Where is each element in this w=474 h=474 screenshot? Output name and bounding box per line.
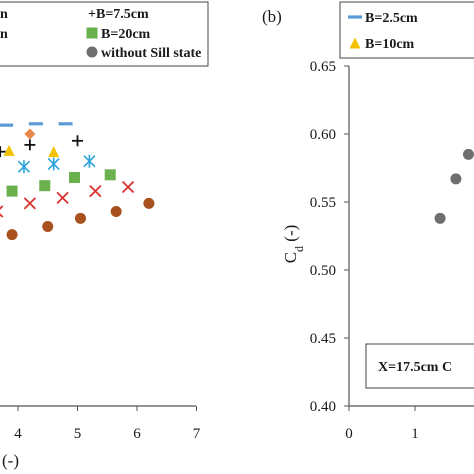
panel-b-x-tick-label: 0 <box>345 426 353 442</box>
panel-a-point <box>3 144 15 156</box>
panel-b-y-tick-label: 0.65 <box>310 59 336 75</box>
panel-a-point <box>58 122 73 126</box>
panel-a-point <box>39 180 51 192</box>
panel-b-legend-label: B=10cm <box>365 37 415 52</box>
panel-a-point <box>6 229 18 241</box>
panel-a-chart: 4 5 6 7 (-) n +B=7.5cm n B=20cm without Sill st… <box>0 1 209 470</box>
panel-a-point <box>89 184 102 198</box>
panel-a-legend-label: without Sill state <box>101 46 201 61</box>
panel-a-legend-marker <box>86 27 98 39</box>
panel-a-point <box>0 205 4 218</box>
panel-b-legend-marker <box>349 37 361 49</box>
panel-b-legend: B=2.5cm B=10cm <box>339 1 474 59</box>
panel-b-y-tick-label: 0.40 <box>310 399 336 415</box>
panel-a-point <box>48 146 60 158</box>
panel-b-point <box>462 148 474 160</box>
panel-a-legend-box <box>0 1 209 67</box>
panel-b-legend-items: B=2.5cm B=10cm <box>348 11 418 52</box>
panel-a-legend-label: B=20cm <box>101 27 151 42</box>
panel-b-legend-label: B=2.5cm <box>365 11 418 26</box>
panel-b-point <box>450 173 462 185</box>
panel-a-point <box>121 180 135 194</box>
panel-a-x-ticks: 4 5 6 7 <box>14 406 201 442</box>
panel-a-point <box>56 191 69 205</box>
panel-a-legend-marker <box>86 46 98 58</box>
panel-a-point <box>143 197 155 209</box>
panel-a-x-tick-label: 4 <box>14 426 22 442</box>
panel-b-legend-marker <box>348 15 362 19</box>
panel-b-y-tick-label: 0.45 <box>310 331 336 347</box>
panel-b-annotation-text: X=17.5cm C <box>378 360 452 375</box>
panel-a-legend-label: n <box>0 7 8 22</box>
panel-a-legend-items: n +B=7.5cm n B=20cm without Sill state <box>0 7 201 61</box>
panel-a-point <box>104 169 116 181</box>
panel-a-x-tick-label: 7 <box>193 426 201 442</box>
panel-a-point <box>23 197 37 210</box>
panel-a-point <box>17 160 31 174</box>
panel-a-point <box>83 154 96 168</box>
panel-b-x-tick-label: 1 <box>411 426 419 442</box>
panel-b-annotation-box <box>365 343 474 389</box>
panel-a-legend: n +B=7.5cm n B=20cm without Sill state <box>0 1 209 67</box>
panel-b-label: (b) <box>262 7 282 26</box>
panel-a-point <box>69 172 81 184</box>
panel-a-point <box>6 185 18 197</box>
panel-b-data-points <box>434 148 474 224</box>
panel-b-y-tick-label: 0.50 <box>310 263 336 279</box>
panel-a-data-points <box>0 122 155 241</box>
panel-a-point <box>72 135 83 147</box>
panel-a-legend-label: n <box>0 27 8 42</box>
panel-a-point <box>0 123 14 127</box>
panel-a-point <box>110 206 122 218</box>
panel-b-y-tick-label: 0.55 <box>310 195 336 211</box>
panel-a-x-axis-title: (-) <box>2 451 19 470</box>
panel-a-point <box>28 122 43 126</box>
panel-a-point <box>74 212 86 224</box>
panel-a-point <box>0 146 6 158</box>
panel-b-y-tick-label: 0.60 <box>310 127 336 143</box>
panel-a-point <box>24 128 36 140</box>
panel-a-point <box>42 220 54 232</box>
panel-a-x-tick-label: 6 <box>133 426 141 442</box>
panel-a-legend-label: +B=7.5cm <box>88 7 149 22</box>
panel-b-y-axis-title: Cd (-) <box>281 225 306 264</box>
panel-a-point <box>24 139 36 151</box>
panel-b-y-ticks: 0.40 0.45 0.50 0.55 0.60 0.65 <box>310 59 349 415</box>
panel-b-annotation: X=17.5cm C <box>365 343 474 389</box>
panel-b-point <box>434 212 446 224</box>
panel-a-point <box>47 157 60 171</box>
panel-b-legend-box <box>339 1 474 59</box>
panel-a-x-tick-label: 5 <box>74 426 82 442</box>
